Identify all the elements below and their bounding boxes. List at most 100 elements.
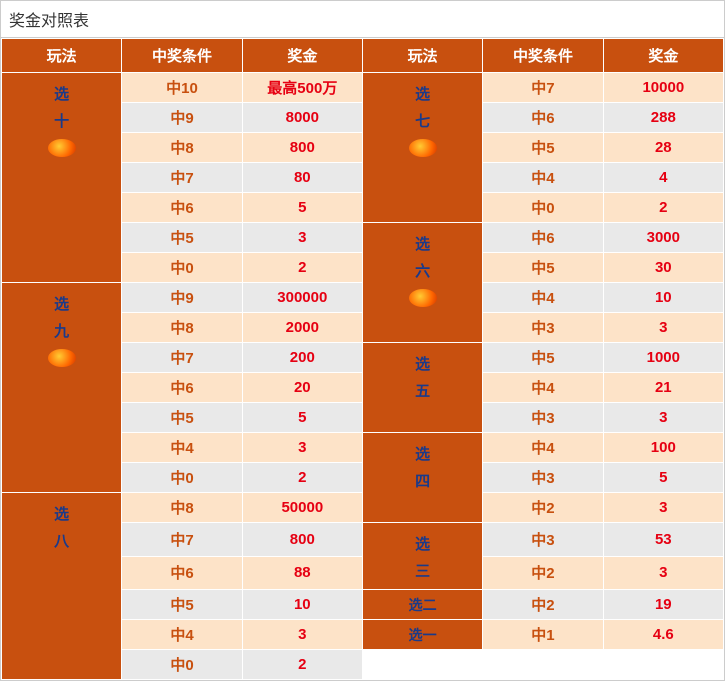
prize-cell: 2 <box>242 650 362 680</box>
play-type-cell: 选八 <box>2 493 122 680</box>
prize-cell: 3 <box>242 433 362 463</box>
prize-cell: 4.6 <box>603 620 723 650</box>
prize-cell: 5 <box>242 403 362 433</box>
prize-cell: 88 <box>242 556 362 590</box>
prize-cell: 80 <box>242 163 362 193</box>
col-header-0: 玩法 <box>2 39 122 73</box>
table-title: 奖金对照表 <box>1 1 724 38</box>
condition-cell: 中0 <box>122 463 242 493</box>
header-row: 玩法中奖条件奖金玩法中奖条件奖金 <box>2 39 724 73</box>
col-header-1: 中奖条件 <box>122 39 242 73</box>
play-type-cell: 选九 <box>2 283 122 493</box>
prize-cell: 2 <box>242 253 362 283</box>
prize-cell: 5 <box>603 463 723 493</box>
condition-cell: 中8 <box>122 493 242 523</box>
prize-cell: 53 <box>603 523 723 557</box>
prize-cell: 800 <box>242 133 362 163</box>
table-row: 选十中10最高500万选七中710000 <box>2 73 724 103</box>
prize-cell: 28 <box>603 133 723 163</box>
play-type-cell: 选六 <box>362 223 482 343</box>
prize-cell: 2 <box>242 463 362 493</box>
play-icon <box>409 139 437 157</box>
play-type-cell: 选三 <box>362 523 482 590</box>
condition-cell: 中9 <box>122 103 242 133</box>
condition-cell: 中0 <box>122 253 242 283</box>
condition-cell: 中4 <box>483 283 603 313</box>
condition-cell: 中5 <box>483 133 603 163</box>
prize-cell: 3 <box>603 493 723 523</box>
prize-cell: 3 <box>242 223 362 253</box>
condition-cell: 中6 <box>483 223 603 253</box>
prize-cell: 30 <box>603 253 723 283</box>
play-type-cell: 选四 <box>362 433 482 523</box>
prize-cell: 50000 <box>242 493 362 523</box>
col-header-2: 奖金 <box>242 39 362 73</box>
table-body: 选十中10最高500万选七中710000中98000中6288中8800中528… <box>2 73 724 680</box>
condition-cell: 中0 <box>483 193 603 223</box>
condition-cell: 中3 <box>483 523 603 557</box>
prize-cell: 3000 <box>603 223 723 253</box>
prize-cell: 4 <box>603 163 723 193</box>
prize-cell: 5 <box>242 193 362 223</box>
condition-cell: 中5 <box>122 590 242 620</box>
condition-cell: 中0 <box>122 650 242 680</box>
condition-cell: 中5 <box>483 253 603 283</box>
prize-cell: 200 <box>242 343 362 373</box>
condition-cell: 中9 <box>122 283 242 313</box>
condition-cell: 中7 <box>483 73 603 103</box>
condition-cell: 中2 <box>483 493 603 523</box>
prize-cell: 2 <box>603 193 723 223</box>
condition-cell: 中3 <box>483 313 603 343</box>
condition-cell: 中6 <box>483 103 603 133</box>
prize-cell: 3 <box>603 313 723 343</box>
condition-cell: 中5 <box>122 223 242 253</box>
condition-cell: 中5 <box>122 403 242 433</box>
condition-cell: 中7 <box>122 163 242 193</box>
condition-cell: 中2 <box>483 590 603 620</box>
prize-cell: 288 <box>603 103 723 133</box>
condition-cell: 中8 <box>122 313 242 343</box>
play-icon <box>48 349 76 367</box>
condition-cell: 中6 <box>122 373 242 403</box>
prize-cell: 3 <box>603 556 723 590</box>
condition-cell: 中4 <box>122 433 242 463</box>
prize-cell: 8000 <box>242 103 362 133</box>
condition-cell: 中4 <box>483 163 603 193</box>
play-type-cell: 选一 <box>362 620 482 650</box>
prize-cell: 800 <box>242 523 362 557</box>
col-header-3: 玩法 <box>362 39 482 73</box>
prize-cell: 10 <box>603 283 723 313</box>
play-type-cell: 选十 <box>2 73 122 283</box>
prize-cell: 20 <box>242 373 362 403</box>
condition-cell: 中3 <box>483 403 603 433</box>
condition-cell: 中8 <box>122 133 242 163</box>
condition-cell: 中4 <box>483 433 603 463</box>
condition-cell: 中3 <box>483 463 603 493</box>
prize-cell: 10 <box>242 590 362 620</box>
col-header-4: 中奖条件 <box>483 39 603 73</box>
play-icon <box>409 289 437 307</box>
play-type-cell: 选七 <box>362 73 482 223</box>
prize-cell: 1000 <box>603 343 723 373</box>
prize-cell: 3 <box>603 403 723 433</box>
prize-cell: 21 <box>603 373 723 403</box>
condition-cell: 中5 <box>483 343 603 373</box>
condition-cell: 中6 <box>122 556 242 590</box>
condition-cell: 中7 <box>122 523 242 557</box>
play-type-cell: 选二 <box>362 590 482 620</box>
col-header-5: 奖金 <box>603 39 723 73</box>
condition-cell: 中4 <box>483 373 603 403</box>
condition-cell: 中7 <box>122 343 242 373</box>
prize-cell: 10000 <box>603 73 723 103</box>
prize-cell: 3 <box>242 620 362 650</box>
prize-cell: 100 <box>603 433 723 463</box>
condition-cell: 中6 <box>122 193 242 223</box>
play-type-cell: 选五 <box>362 343 482 433</box>
prize-table: 玩法中奖条件奖金玩法中奖条件奖金 选十中10最高500万选七中710000中98… <box>1 38 724 680</box>
condition-cell: 中4 <box>122 620 242 650</box>
play-icon <box>48 139 76 157</box>
prize-cell: 19 <box>603 590 723 620</box>
condition-cell: 中1 <box>483 620 603 650</box>
prize-cell: 2000 <box>242 313 362 343</box>
prize-table-container: 奖金对照表 玩法中奖条件奖金玩法中奖条件奖金 选十中10最高500万选七中710… <box>0 0 725 681</box>
